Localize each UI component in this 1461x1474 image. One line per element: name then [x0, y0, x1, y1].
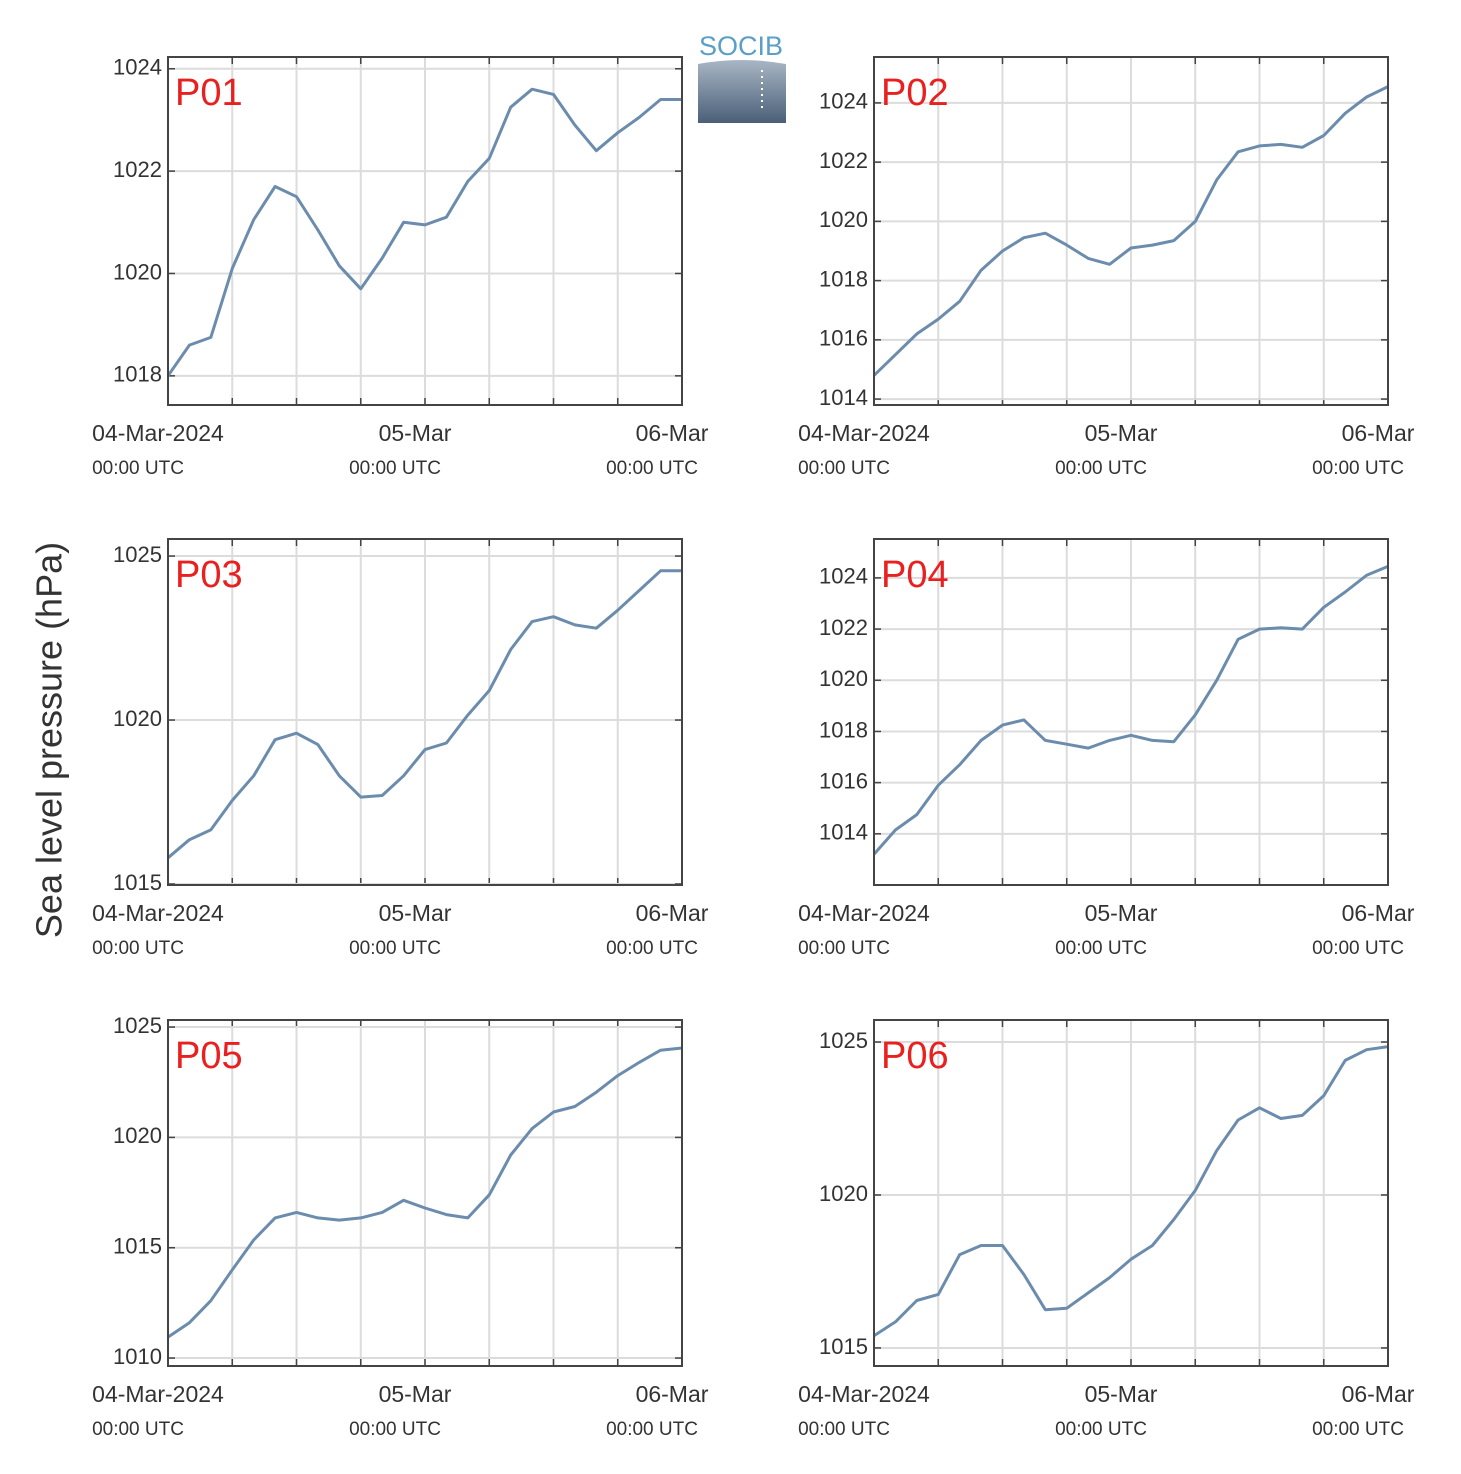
logo: SOCIB	[698, 31, 786, 123]
panel: 04-Mar-2024 00:00 UTC 05-Mar 00:00 UTC 06-Ma…	[92, 55, 709, 479]
data-line	[873, 1045, 1389, 1337]
x-tick-label: 04-Mar-2024	[798, 420, 930, 446]
plot-frame	[873, 538, 1389, 886]
x-tick-sublabel: 00:00 UTC	[798, 458, 890, 479]
x-tick-sublabel: 00:00 UTC	[606, 938, 698, 959]
x-tick-sublabel: 00:00 UTC	[1055, 458, 1147, 479]
panel: 04-Mar-2024 00:00 UTC 05-Mar 00:00 UTC 06-Ma…	[92, 538, 709, 959]
x-tick-label: 04-Mar-2024	[92, 900, 224, 926]
y-tick-label: 1022	[819, 615, 868, 640]
x-tick-label: 06-Mar	[1342, 900, 1415, 926]
plot-frame	[167, 56, 683, 406]
x-tick-sublabel: 00:00 UTC	[798, 1419, 890, 1440]
y-tick-label: 1015	[113, 1234, 162, 1259]
y-tick-label: 1016	[819, 326, 868, 351]
y-tick-label: 1022	[819, 148, 868, 173]
x-tick-label: 05-Mar	[379, 420, 452, 446]
x-tick-sublabel: 00:00 UTC	[1312, 1419, 1404, 1440]
x-tick-label: 06-Mar	[636, 1381, 709, 1407]
panel-title: P01	[175, 72, 243, 114]
x-tick-sublabel: 00:00 UTC	[349, 458, 441, 479]
x-tick-sublabel: 00:00 UTC	[606, 1419, 698, 1440]
x-tick-label: 05-Mar	[379, 900, 452, 926]
x-tick-label: 04-Mar-2024	[798, 1381, 930, 1407]
y-tick-label: 1014	[819, 820, 868, 845]
x-tick-sublabel: 00:00 UTC	[1312, 458, 1404, 479]
y-tick-label: 1015	[819, 1334, 868, 1359]
x-tick-sublabel: 00:00 UTC	[1055, 1419, 1147, 1440]
x-tick-label: 06-Mar	[1342, 420, 1415, 446]
x-tick-sublabel: 00:00 UTC	[92, 1419, 184, 1440]
y-tick-label: 1025	[113, 1013, 162, 1038]
data-line	[167, 569, 682, 859]
x-tick-label: 06-Mar	[636, 900, 709, 926]
y-tick-label: 1010	[113, 1344, 162, 1369]
x-tick-label: 04-Mar-2024	[92, 1381, 224, 1407]
data-line	[167, 1046, 683, 1339]
y-tick-label: 1018	[819, 717, 868, 742]
y-tick-label: 1020	[819, 207, 868, 232]
y-tick-label: 1022	[113, 157, 162, 182]
y-tick-label: 1020	[113, 1123, 162, 1148]
x-tick-label: 05-Mar	[1085, 420, 1158, 446]
y-tick-label: 1020	[113, 706, 162, 731]
plot-frame	[873, 56, 1389, 406]
x-tick-sublabel: 00:00 UTC	[349, 938, 441, 959]
panel: 04-Mar-2024 00:00 UTC 05-Mar 00:00 UTC 06-Ma…	[798, 538, 1415, 959]
x-tick-sublabel: 00:00 UTC	[606, 458, 698, 479]
x-tick-label: 05-Mar	[1085, 1381, 1158, 1407]
y-tick-label: 1020	[819, 1181, 868, 1206]
x-tick-sublabel: 00:00 UTC	[92, 458, 184, 479]
panel: 04-Mar-2024 00:00 UTC 05-Mar 00:00 UTC 06-Ma…	[92, 1013, 709, 1440]
x-tick-sublabel: 00:00 UTC	[798, 938, 890, 959]
panel: 04-Mar-2024 00:00 UTC 05-Mar 00:00 UTC 06-Ma…	[798, 1019, 1415, 1440]
data-line	[872, 565, 1389, 856]
logo-shape	[698, 60, 786, 123]
x-tick-sublabel: 00:00 UTC	[349, 1419, 441, 1440]
panel: 04-Mar-2024 00:00 UTC 05-Mar 00:00 UTC 06-Ma…	[798, 56, 1415, 479]
plot-frame	[167, 538, 683, 886]
panels: 04-Mar-2024 00:00 UTC 05-Mar 00:00 UTC 06-Ma…	[92, 55, 1415, 1440]
y-tick-label: 1025	[113, 542, 162, 567]
y-tick-label: 1024	[113, 55, 162, 80]
panel-title: P04	[881, 554, 949, 596]
x-tick-label: 05-Mar	[1085, 900, 1158, 926]
y-axis-label: Sea level pressure (hPa)	[29, 542, 70, 938]
y-tick-label: 1020	[819, 666, 868, 691]
panel-title: P03	[175, 554, 243, 596]
x-tick-label: 04-Mar-2024	[92, 420, 224, 446]
y-tick-label: 1014	[819, 385, 868, 410]
x-tick-label: 05-Mar	[379, 1381, 452, 1407]
data-line	[166, 87, 682, 377]
x-tick-sublabel: 00:00 UTC	[1055, 938, 1147, 959]
x-tick-sublabel: 00:00 UTC	[1312, 938, 1404, 959]
logo-text: SOCIB	[699, 31, 783, 61]
panel-title: P05	[175, 1035, 243, 1077]
y-tick-label: 1020	[113, 259, 162, 284]
x-tick-label: 04-Mar-2024	[798, 900, 930, 926]
panel-title: P06	[881, 1035, 949, 1077]
x-tick-sublabel: 00:00 UTC	[92, 938, 184, 959]
y-tick-label: 1015	[113, 870, 162, 895]
y-tick-label: 1018	[819, 266, 868, 291]
y-tick-label: 1016	[819, 768, 868, 793]
panel-title: P02	[881, 72, 949, 114]
plot-frame	[873, 1019, 1389, 1367]
y-tick-label: 1018	[113, 362, 162, 387]
plot-frame	[167, 1019, 683, 1367]
y-tick-label: 1025	[819, 1028, 868, 1053]
x-tick-label: 06-Mar	[1342, 1381, 1415, 1407]
x-tick-label: 06-Mar	[636, 420, 709, 446]
y-tick-label: 1024	[819, 564, 868, 589]
data-line	[872, 85, 1389, 377]
y-tick-label: 1024	[819, 89, 868, 114]
